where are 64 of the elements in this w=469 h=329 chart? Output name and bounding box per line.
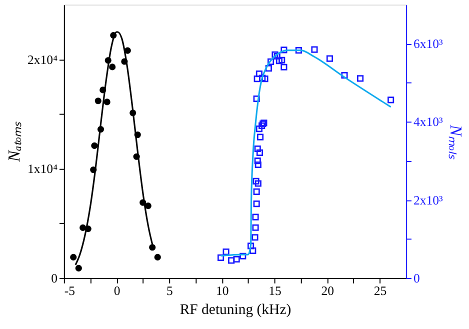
- point: [109, 64, 116, 70]
- point: [280, 64, 288, 70]
- x-tick-label: 10: [216, 284, 229, 298]
- point: [222, 248, 230, 256]
- x-tick-label: 15: [268, 284, 282, 298]
- x-tick-label: -5: [64, 284, 76, 298]
- point: [267, 58, 274, 65]
- point: [311, 46, 318, 53]
- point: [295, 47, 302, 54]
- y-tick-label: 1x10⁴: [28, 162, 58, 176]
- point: [326, 55, 334, 62]
- point: [256, 149, 264, 156]
- point: [272, 51, 278, 58]
- point: [341, 72, 348, 79]
- point: [75, 264, 82, 272]
- point: [217, 254, 224, 261]
- y-axis-title: Nₐₜₒₘₛ: [4, 120, 24, 163]
- point: [94, 98, 102, 104]
- point: [250, 247, 256, 254]
- point: [253, 95, 260, 102]
- point: [356, 75, 364, 82]
- y2-tick-label: 2x10³: [413, 193, 443, 208]
- point: [154, 254, 161, 261]
- y2-axis-title: Nₘₒₗₛ: [446, 124, 466, 160]
- point: [144, 202, 152, 210]
- point: [254, 161, 262, 168]
- point: [254, 145, 261, 152]
- point: [240, 252, 246, 260]
- x-tick-label: 25: [374, 284, 387, 298]
- point: [252, 234, 258, 241]
- point: [252, 224, 259, 231]
- point: [265, 65, 272, 72]
- point: [70, 254, 77, 261]
- point: [276, 58, 282, 64]
- point: [233, 256, 240, 263]
- point: [258, 122, 266, 129]
- point: [247, 242, 254, 250]
- point: [262, 76, 268, 82]
- point: [252, 178, 260, 184]
- point: [253, 188, 260, 195]
- point: [256, 70, 262, 78]
- point: [388, 96, 394, 104]
- point: [104, 98, 110, 106]
- y2-tick-label: 4x10³: [413, 115, 443, 130]
- point: [256, 126, 262, 132]
- y-tick-label: 2x10⁴: [28, 52, 58, 67]
- point: [252, 214, 259, 220]
- point: [80, 224, 86, 231]
- point: [254, 76, 260, 82]
- point: [254, 158, 261, 164]
- point: [256, 134, 264, 140]
- x-tick-label: 20: [321, 284, 334, 298]
- point: [254, 180, 262, 187]
- y2-tick-label: 6x10³: [413, 37, 443, 52]
- x-tick-label: 5: [166, 284, 173, 298]
- y-tick-label: 0: [51, 271, 58, 286]
- y2-tick-label: 0: [413, 271, 420, 286]
- point: [91, 142, 98, 149]
- point: [280, 46, 288, 54]
- point: [228, 257, 235, 264]
- point: [253, 200, 260, 208]
- x-axis-title: RF detuning (kHz): [180, 302, 292, 318]
- point: [278, 56, 286, 64]
- x-tick-label: 0: [114, 284, 120, 298]
